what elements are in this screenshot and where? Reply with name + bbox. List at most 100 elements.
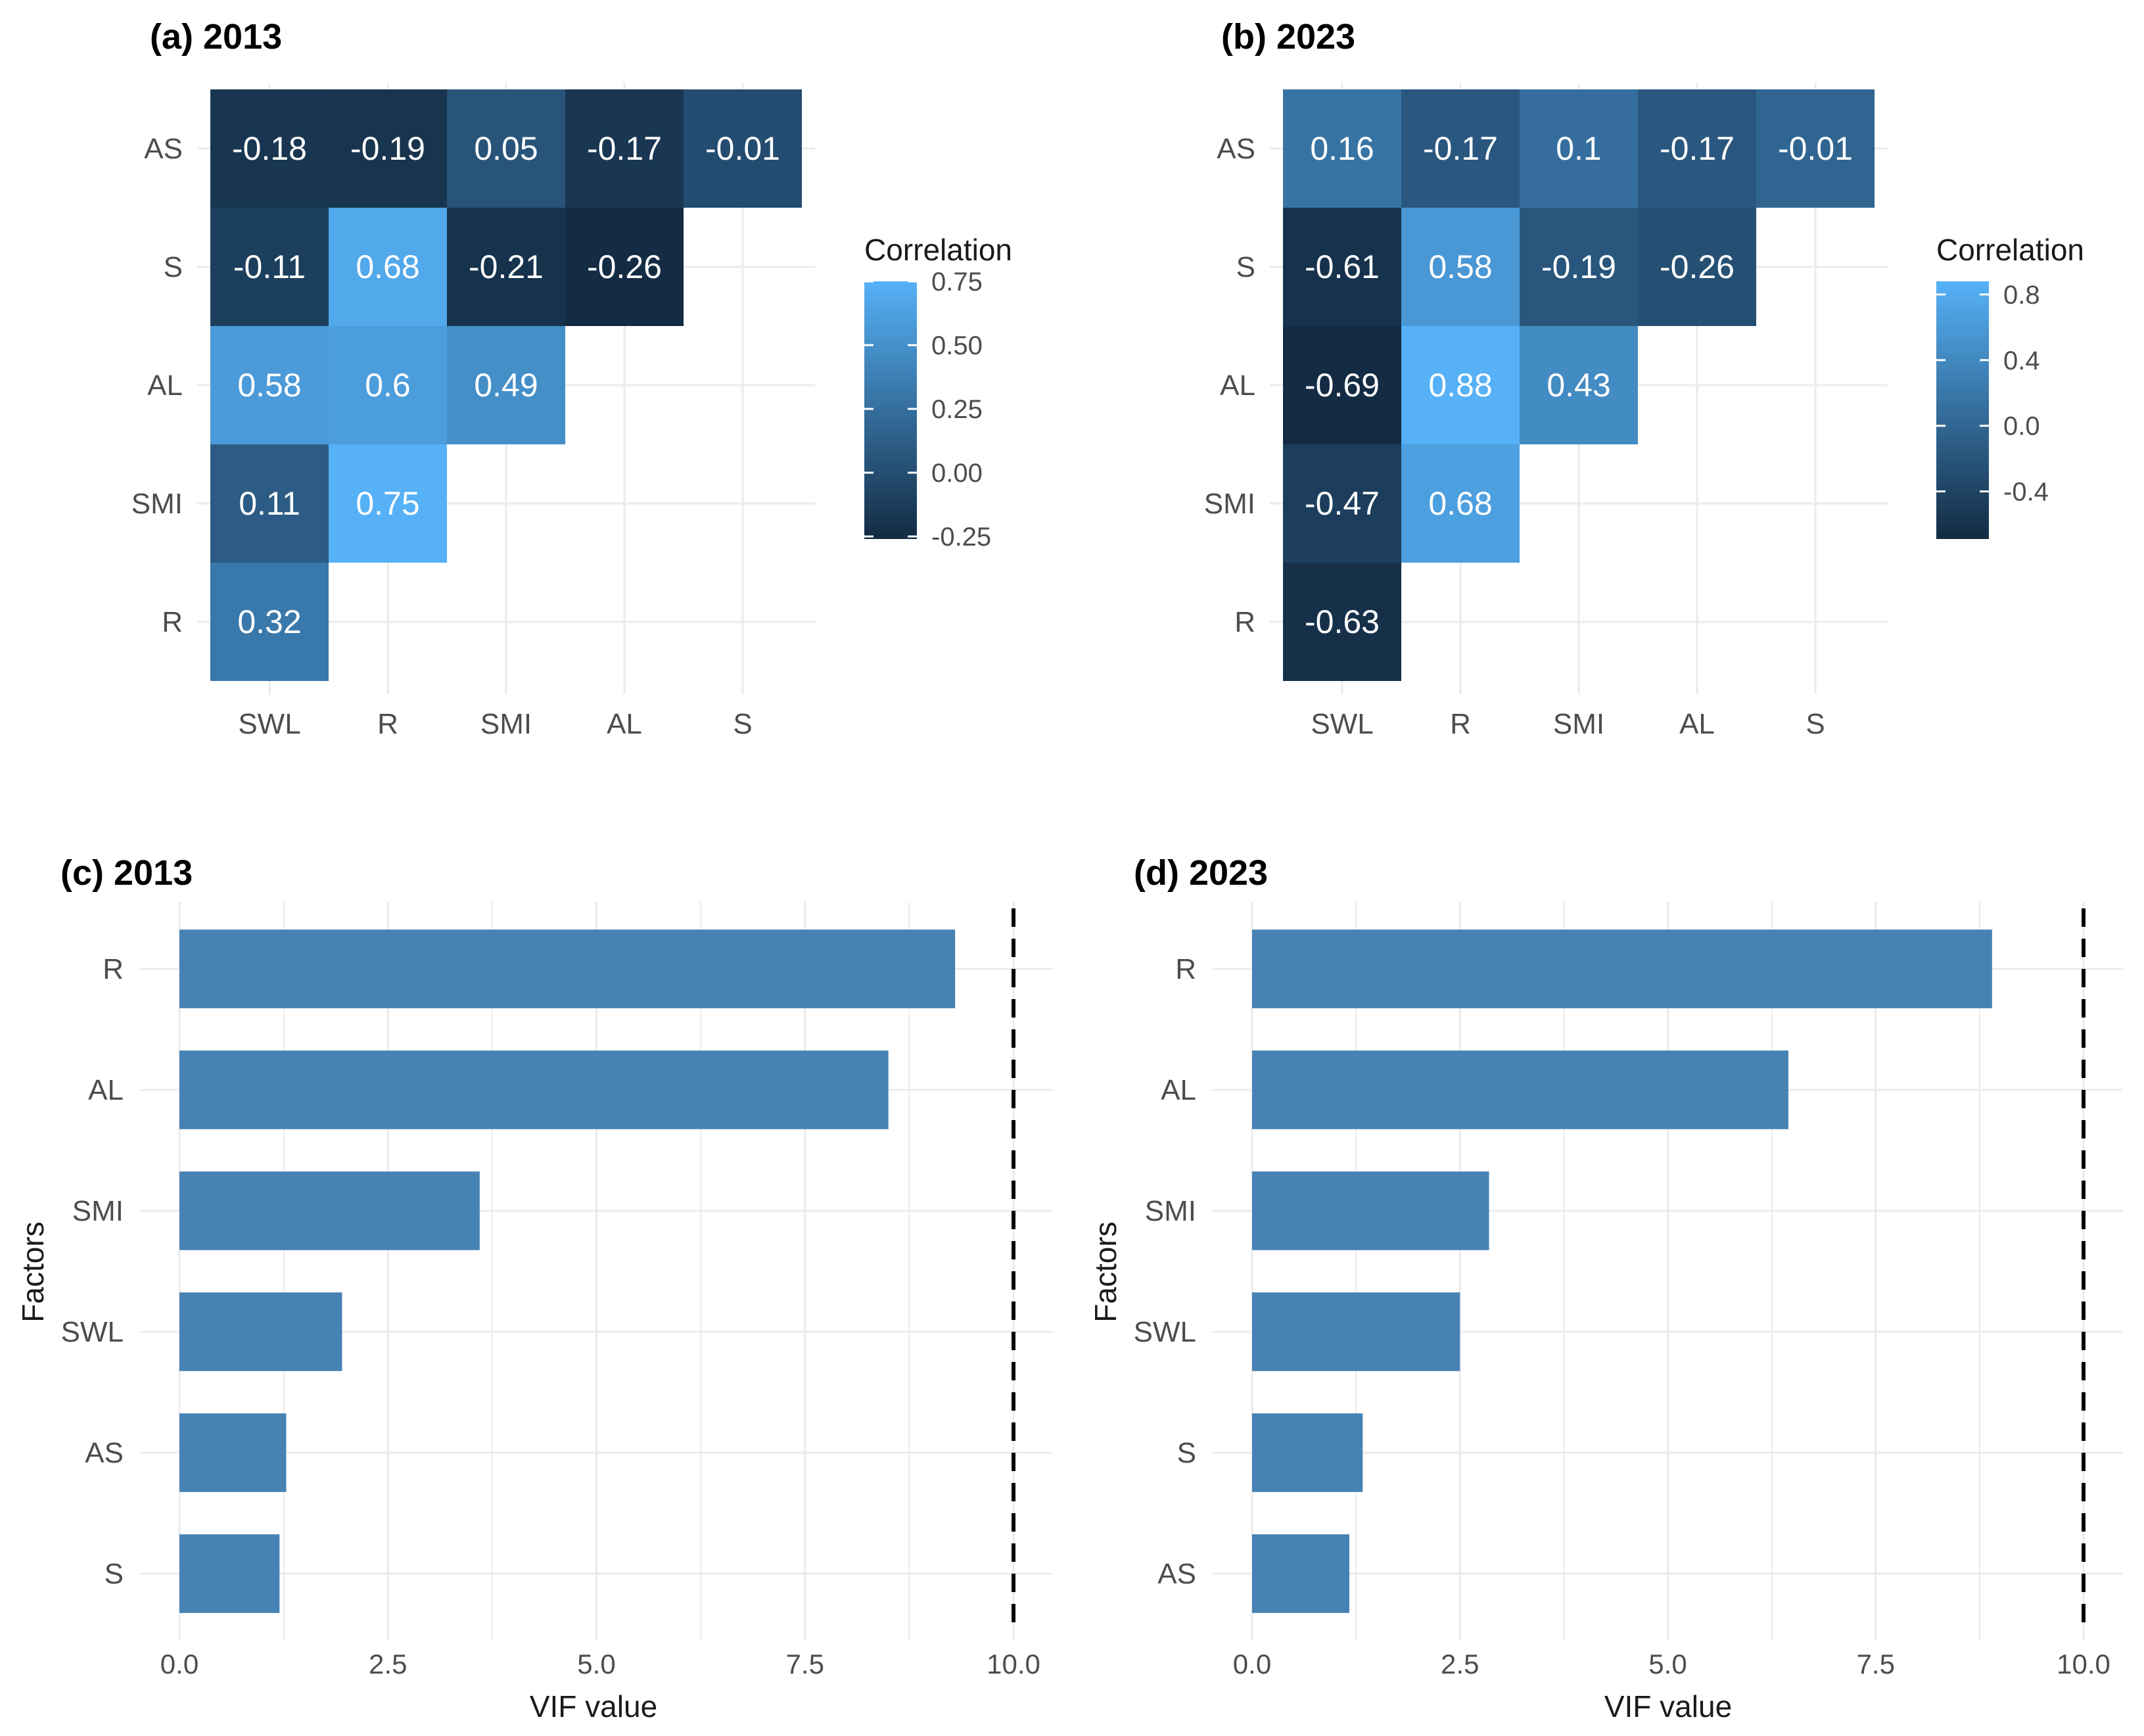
x-tick-label: AL	[1679, 708, 1715, 740]
y-tick-label: AL	[88, 1074, 124, 1106]
y-tick-label: S	[1236, 251, 1255, 283]
x-tick-label: SMI	[480, 708, 532, 740]
heatmap-cell-label: -0.19	[350, 130, 425, 167]
panel-a-title: (a) 2013	[150, 17, 282, 57]
y-tick-label: SWL	[1134, 1316, 1196, 1348]
heatmap-cell-label: 0.6	[365, 367, 411, 404]
heatmap-cell-label: -0.61	[1305, 248, 1380, 285]
panel-c-y-axis-title: Factors	[16, 1221, 50, 1322]
heatmap-cell	[1756, 89, 1875, 208]
panel-b-y-axis: AS S AL SMI R	[1204, 133, 1255, 638]
panel-a-cells: -0.18 -0.19 0.05 -0.17 -0.01 -0.11 0.68 -0.21 -0…	[210, 89, 802, 681]
y-tick-label: S	[1177, 1437, 1196, 1469]
heatmap-cell	[565, 208, 684, 326]
heatmap-cell-label: -0.17	[1423, 130, 1498, 167]
x-tick-label: 5.0	[1648, 1649, 1687, 1679]
legend-tick-label: 0.8	[2003, 281, 2040, 310]
y-tick-label: AL	[1220, 369, 1255, 402]
heatmap-cell	[1401, 89, 1520, 208]
heatmap-cell	[210, 563, 329, 681]
heatmap-cell	[1401, 444, 1520, 563]
heatmap-cell	[329, 89, 447, 208]
x-tick-label: 7.5	[786, 1649, 824, 1679]
heatmap-cell	[1283, 326, 1401, 444]
panel-d-title: (d) 2023	[1134, 853, 1268, 893]
y-tick-label: SMI	[72, 1195, 124, 1227]
heatmap-cell	[329, 326, 447, 444]
heatmap-cell-label: 0.88	[1428, 367, 1492, 404]
heatmap-cell	[1401, 208, 1520, 326]
legend-tick-label: 0.50	[931, 331, 983, 360]
y-tick-label: SWL	[61, 1316, 124, 1348]
panel-a-legend-colorbar	[864, 281, 917, 539]
panel-a: (a) 2013 -0.18 -0.19 0.05 -0.17 -0.01 -0.11 0.…	[131, 17, 1012, 740]
heatmap-cell	[1283, 444, 1401, 563]
heatmap-cell-label: -0.19	[1541, 248, 1616, 285]
legend-tick-label: 0.0	[2003, 412, 2040, 441]
panel-c-x-axis: 0.0 2.5 5.0 7.5 10.0	[160, 1649, 1040, 1679]
vif-bar	[1252, 929, 1992, 1008]
x-tick-label: 0.0	[1233, 1649, 1271, 1679]
heatmap-cell-label: -0.21	[469, 248, 544, 285]
heatmap-cell	[447, 89, 565, 208]
panel-d-y-axis-title: Factors	[1088, 1221, 1123, 1322]
x-tick-label: SWL	[1311, 708, 1373, 740]
heatmap-cell	[1520, 89, 1638, 208]
panel-d: (d) 2023 R AL SMI SWL S AS 0.0 2.5 5.0 7.5 10.0 V…	[1088, 853, 2123, 1724]
vif-bar	[1252, 1050, 1788, 1129]
x-tick-label: 5.0	[577, 1649, 615, 1679]
heatmap-cell	[1283, 208, 1401, 326]
heatmap-cell-label: 0.58	[237, 367, 301, 404]
vif-bar	[1252, 1534, 1350, 1613]
heatmap-cell	[447, 326, 565, 444]
heatmap-cell-label: 0.68	[356, 248, 419, 285]
vif-bar	[179, 1171, 480, 1250]
y-tick-label: S	[105, 1558, 124, 1590]
heatmap-cell	[210, 208, 329, 326]
heatmap-cell	[565, 89, 684, 208]
x-tick-label: R	[1450, 708, 1471, 740]
heatmap-cell-label: -0.01	[1778, 130, 1853, 167]
panel-b: (b) 2023 0.16 -0.17 0.1 -0.17 -0.01 -0.61 0.58…	[1204, 17, 2084, 740]
panel-b-cells: 0.16 -0.17 0.1 -0.17 -0.01 -0.61 0.58 -0.19 -0.2…	[1283, 89, 1875, 681]
x-tick-label: R	[377, 708, 398, 740]
y-tick-label: AL	[1161, 1074, 1196, 1106]
vif-bar	[179, 1534, 280, 1613]
panel-b-legend-colorbar	[1936, 281, 1989, 539]
panel-d-x-axis: 0.0 2.5 5.0 7.5 10.0	[1233, 1649, 2110, 1679]
heatmap-cell-label: -0.17	[587, 130, 662, 167]
heatmap-cell-label: 0.43	[1547, 367, 1610, 404]
y-tick-label: R	[1234, 606, 1255, 638]
y-tick-label: AS	[144, 133, 183, 165]
panel-b-x-axis: SWL R SMI AL S	[1311, 708, 1825, 740]
heatmap-cell-label: 0.16	[1310, 130, 1374, 167]
y-tick-label: SMI	[1204, 488, 1255, 520]
x-tick-label: 7.5	[1857, 1649, 1895, 1679]
panel-d-y-axis: R AL SMI SWL S AS	[1134, 953, 1196, 1590]
heatmap-cell	[1638, 208, 1756, 326]
x-tick-label: AL	[607, 708, 642, 740]
y-tick-label: R	[1175, 953, 1196, 985]
heatmap-cell-label: -0.26	[1660, 248, 1735, 285]
panel-c-title: (c) 2013	[60, 853, 193, 893]
y-tick-label: R	[103, 953, 124, 985]
heatmap-cell-label: 0.75	[356, 485, 419, 522]
panel-d-bars	[1252, 929, 1992, 1613]
heatmap-cell	[329, 208, 447, 326]
heatmap-cell-label: -0.26	[587, 248, 662, 285]
vif-bar	[179, 929, 956, 1008]
vif-bar	[179, 1413, 287, 1492]
panel-b-title: (b) 2023	[1221, 17, 1355, 57]
heatmap-cell-label: 0.58	[1428, 248, 1492, 285]
y-tick-label: R	[162, 606, 183, 638]
heatmap-cell-label: 0.11	[239, 485, 300, 522]
legend-tick-label: 0.25	[931, 395, 983, 424]
panel-b-legend-ticks: 0.8 0.4 0.0 -0.4	[1936, 281, 2049, 507]
panel-b-legend: Correlation 0.8 0.4 0.0 -0.4	[1936, 233, 2084, 539]
heatmap-cell-label: -0.17	[1660, 130, 1735, 167]
panel-c-x-axis-title: VIF value	[530, 1689, 657, 1724]
heatmap-cell	[684, 89, 802, 208]
legend-tick-label: -0.4	[2003, 478, 2049, 507]
legend-tick-label: 0.4	[2003, 346, 2040, 375]
panel-a-legend-title: Correlation	[864, 233, 1012, 267]
